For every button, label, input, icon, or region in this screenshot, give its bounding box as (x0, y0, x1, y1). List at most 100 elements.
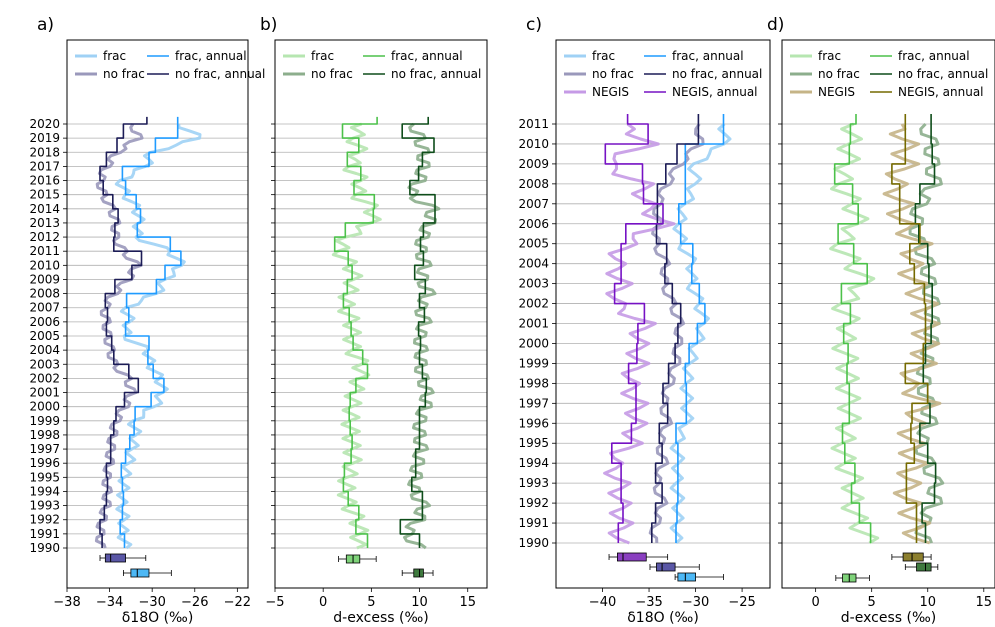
legend-item: NEGIS, annual (870, 85, 984, 99)
y-tick-label: 2008 (518, 177, 549, 191)
x-ticks: −38 −34 −30 −26 −22 (53, 588, 251, 610)
y-ticks (778, 123, 782, 544)
y-tick-label: 1998 (29, 428, 60, 442)
series-group (829, 114, 945, 545)
y-tick-label: 1999 (29, 414, 60, 428)
legend-label: no frac (592, 67, 634, 81)
y-tick-label: 2006 (518, 217, 549, 231)
legend-label: frac (311, 49, 334, 63)
legend-item: no frac, annual (644, 67, 762, 81)
x-axis-label: d-excess (‰) (333, 610, 428, 626)
box-iqr (413, 568, 424, 578)
y-tick-label: 2001 (518, 317, 549, 331)
legend: frac frac, annual no frac no frac, annual NE… (790, 49, 988, 99)
panel-label: b) (260, 15, 277, 35)
y-tick-label: 2001 (29, 386, 60, 400)
legend-item: no frac (283, 67, 353, 81)
panel-label: a) (37, 15, 54, 35)
boxplot (835, 573, 870, 583)
series-line (399, 116, 436, 548)
legend-item: no frac (564, 67, 634, 81)
x-ticks: 0 5 10 15 (811, 588, 992, 610)
x-tick-label: −22 (224, 595, 251, 610)
y-tick-label: 1994 (518, 456, 549, 470)
y-tick-label: 1997 (518, 396, 549, 410)
legend-item: no frac (790, 67, 860, 81)
y-tick-label: 2011 (518, 117, 549, 131)
legend-item: frac, annual (147, 49, 247, 63)
axes-frame (781, 39, 995, 589)
y-tick-label: 2007 (29, 301, 60, 315)
y-tick-label: 1991 (518, 516, 549, 530)
boxplots (835, 552, 939, 583)
boxplot (608, 552, 669, 562)
x-tick-label: −5 (265, 595, 284, 610)
y-tick-label: 2011 (29, 244, 60, 258)
x-tick-label: −26 (181, 595, 208, 610)
legend-label: no frac (818, 67, 860, 81)
y-tick-label: 1991 (29, 527, 60, 541)
x-tick-label: 10 (411, 595, 428, 610)
x-tick-label: −30 (682, 595, 709, 610)
box-iqr (916, 562, 932, 572)
y-tick-label: 2009 (518, 157, 549, 171)
y-tick-label: 2000 (29, 400, 60, 414)
y-ticks (271, 123, 275, 549)
legend-label: frac (818, 49, 841, 63)
y-tick-label: 2007 (518, 197, 549, 211)
x-tick-label: −38 (53, 595, 80, 610)
legend-label: frac, annual (175, 49, 247, 63)
boxplot (401, 568, 434, 578)
y-tick-label: 1992 (518, 496, 549, 510)
legend-item: no frac, annual (147, 67, 265, 81)
y-tick-label: 2017 (29, 159, 60, 173)
series-line (833, 114, 872, 543)
x-tick-label: 10 (919, 595, 936, 610)
x-tick-label: 15 (976, 595, 993, 610)
x-ticks: −40 −35 −30 −25 (589, 588, 756, 610)
y-tick-label: 2003 (518, 277, 549, 291)
y-tick-label: 2020 (29, 117, 60, 131)
y-tick-label: 1994 (29, 484, 60, 498)
boxplot (891, 552, 932, 562)
series-line (914, 114, 937, 543)
y-tick-label: 2005 (29, 329, 60, 343)
legend-item: frac (564, 49, 615, 63)
box-iqr (617, 552, 647, 562)
y-tick-label: 2016 (29, 174, 60, 188)
y-ticks: 1990199119921993199419951996199719981999… (29, 117, 67, 555)
x-axis-label: d-excess (‰) (841, 610, 936, 626)
y-tick-label: 2008 (29, 287, 60, 301)
legend-label: no frac, annual (175, 67, 265, 81)
legend-label: frac (592, 49, 615, 63)
legend-item: frac, annual (644, 49, 744, 63)
legend-item: frac (283, 49, 334, 63)
boxplot (338, 554, 377, 564)
legend-label: NEGIS, annual (898, 85, 984, 99)
x-tick-label: −35 (635, 595, 662, 610)
boxplot (649, 562, 700, 572)
x-tick-label: −25 (728, 595, 755, 610)
box-iqr (902, 552, 924, 562)
panel-label: d) (767, 15, 784, 35)
y-tick-label: 2004 (518, 257, 549, 271)
y-tick-label: 1996 (29, 456, 60, 470)
y-tick-label: 1993 (29, 499, 60, 513)
series-group (331, 116, 441, 550)
y-tick-label: 2015 (29, 188, 60, 202)
y-tick-label: 2005 (518, 237, 549, 251)
y-tick-label: 2009 (29, 272, 60, 286)
series-line (891, 114, 929, 543)
y-tick-label: 1995 (518, 436, 549, 450)
legend-item: frac, annual (870, 49, 970, 63)
year-gridlines (782, 123, 995, 544)
y-tick-label: 1992 (29, 513, 60, 527)
series-group (603, 114, 732, 545)
legend-label: NEGIS (818, 85, 855, 99)
box-iqr (130, 568, 150, 578)
legend-label: no frac, annual (672, 67, 762, 81)
panel-a: 1990199119921993199419951996199719981999… (29, 15, 265, 626)
legend-label: frac (103, 49, 126, 63)
legend-label: NEGIS (592, 85, 629, 99)
